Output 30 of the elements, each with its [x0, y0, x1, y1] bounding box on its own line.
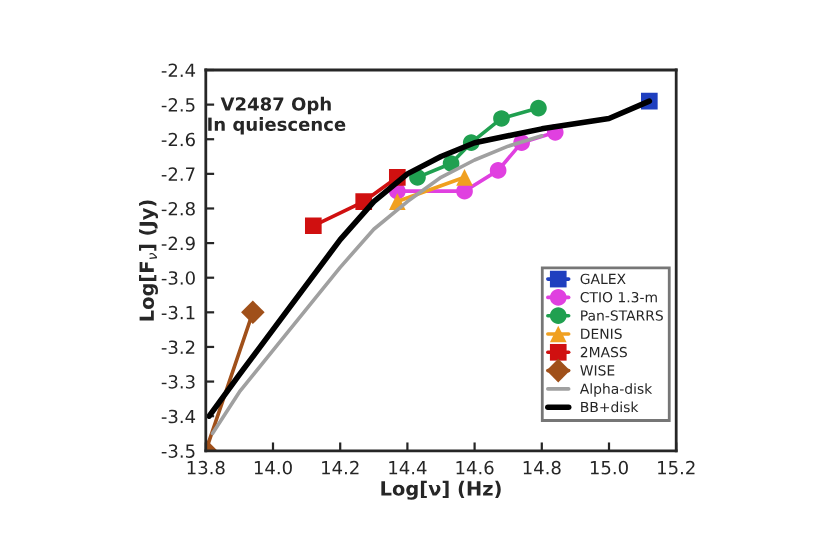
x-tick-label: 13.8 — [187, 460, 225, 475]
x-tick-label: 15.0 — [590, 460, 628, 475]
x-tick-label: 14.4 — [389, 461, 427, 475]
y-tick-label: -2.4 — [161, 63, 196, 77]
x-tick-label: 14.8 — [523, 460, 561, 475]
point — [304, 217, 322, 235]
x-axis-title: Log[ν] (Hz) — [381, 480, 501, 500]
y-tick-label: -3.1 — [161, 305, 195, 320]
point — [493, 110, 510, 127]
x-tick-label: 14.6 — [456, 460, 494, 475]
y-tick-label: -3.2 — [161, 340, 195, 355]
x-tick-label: 14.2 — [322, 460, 359, 475]
y-tick-label: -2.8 — [161, 201, 195, 216]
point — [489, 162, 507, 179]
y-tick-label: -3.4 — [161, 409, 196, 424]
y-tick-label: -3.5 — [161, 444, 195, 458]
y-tick-label: -2.6 — [161, 132, 195, 147]
line-series — [210, 133, 544, 436]
y-tick-label: -3.3 — [161, 375, 195, 389]
x-tick-label: 14.0 — [254, 460, 292, 475]
y-tick-label: -3.0 — [161, 271, 195, 285]
point — [456, 168, 473, 186]
x-tick-label: 15.2 — [658, 460, 695, 475]
point — [530, 99, 547, 117]
y-tick-label: -2.9 — [161, 236, 195, 251]
y-axis-title: Log[F$_{ν}$] (Jy) — [139, 200, 158, 321]
y-tick-label: -2.5 — [161, 98, 195, 112]
point — [241, 300, 265, 325]
y-tick-label: -2.7 — [161, 167, 195, 181]
annotation: V2487 Oph In quiescence — [208, 96, 346, 135]
